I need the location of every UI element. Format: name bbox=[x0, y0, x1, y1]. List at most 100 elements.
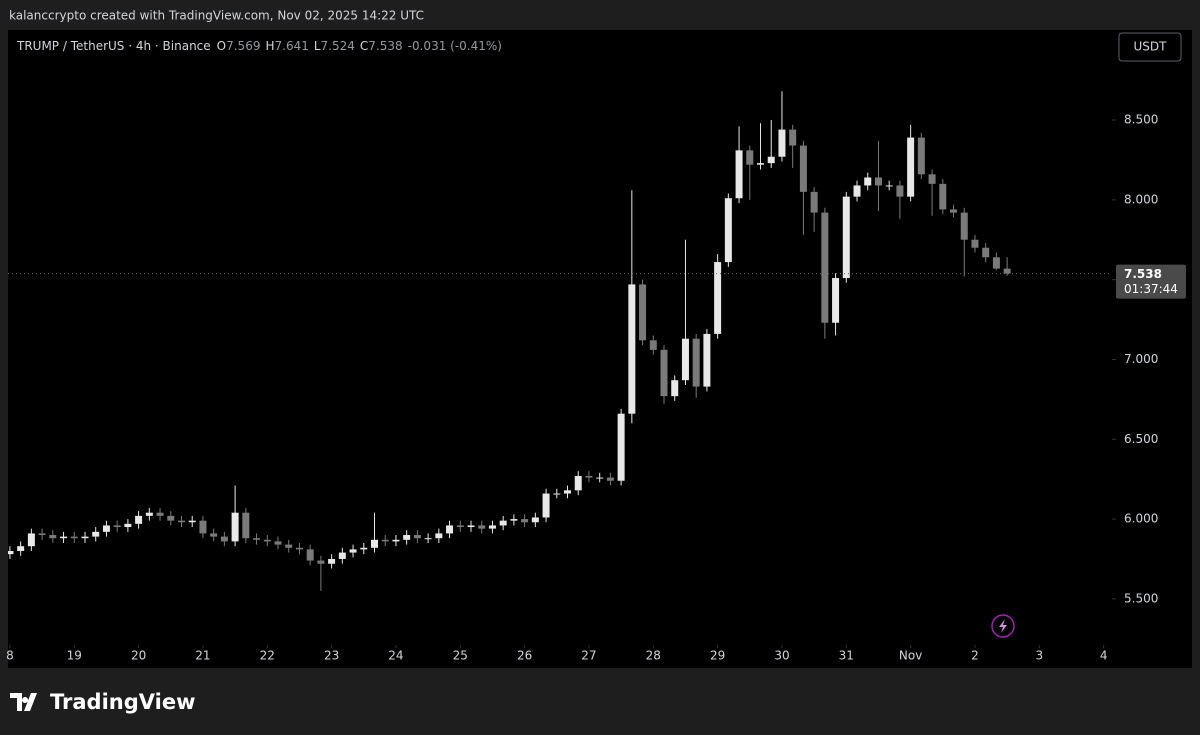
candle-body bbox=[1003, 268, 1011, 274]
candle-body bbox=[113, 525, 121, 528]
candle-body bbox=[939, 183, 947, 210]
ohlc-value: 7.524 bbox=[321, 39, 355, 53]
candle-body bbox=[542, 493, 550, 518]
plot bbox=[8, 91, 1112, 591]
candle-body bbox=[177, 520, 185, 523]
candle-body bbox=[810, 191, 818, 213]
candle-body bbox=[38, 533, 46, 536]
change: -0.031 (-0.41%) bbox=[408, 39, 502, 53]
candle-body bbox=[8, 550, 14, 555]
candle-body bbox=[885, 185, 893, 187]
x-tick-label: 3 bbox=[1035, 649, 1043, 663]
candle-body bbox=[60, 536, 68, 539]
candle-body bbox=[874, 177, 882, 186]
candle-body bbox=[767, 156, 775, 164]
x-tick-label: 20 bbox=[131, 649, 146, 663]
x-tick-label: 8 bbox=[6, 649, 14, 663]
candle-body bbox=[360, 547, 368, 550]
candle-body bbox=[381, 539, 389, 542]
x-tick-label: 4 bbox=[1100, 649, 1108, 663]
x-tick-label: 28 bbox=[646, 649, 661, 663]
candle-body bbox=[757, 163, 765, 165]
candle-body bbox=[574, 475, 582, 491]
symbol-title: TRUMP / TetherUS · 4h · Binance bbox=[16, 39, 211, 53]
x-tick-label: 29 bbox=[710, 649, 725, 663]
y-tick-label: 8.500 bbox=[1124, 113, 1158, 127]
candle-body bbox=[596, 477, 604, 479]
y-tick-label: 5.500 bbox=[1124, 591, 1158, 605]
x-tick-label: 23 bbox=[324, 649, 339, 663]
candle-body bbox=[156, 512, 164, 516]
watermark: kalanccrypto created with TradingView.co… bbox=[9, 9, 424, 23]
candle-body bbox=[306, 549, 314, 561]
ohlc-value: 7.569 bbox=[226, 39, 260, 53]
candle-body bbox=[821, 212, 829, 323]
candle-body bbox=[317, 560, 325, 564]
candle-body bbox=[81, 536, 89, 539]
candle-body bbox=[145, 512, 153, 516]
candle-body bbox=[92, 531, 100, 537]
candle-body bbox=[649, 340, 657, 350]
candle-body bbox=[617, 413, 625, 481]
x-tick-label: 21 bbox=[195, 649, 210, 663]
logo: TradingView bbox=[10, 690, 195, 714]
candle-body bbox=[510, 519, 518, 521]
candle-body bbox=[499, 520, 507, 526]
x-tick-label: 27 bbox=[581, 649, 596, 663]
candle-body bbox=[17, 546, 25, 551]
currency-button[interactable] bbox=[1118, 32, 1182, 62]
x-tick-label: 24 bbox=[388, 649, 403, 663]
x-tick-label: 2 bbox=[971, 649, 979, 663]
candle-body bbox=[263, 539, 271, 542]
candle-body bbox=[692, 338, 700, 387]
y-tick-label: 6.000 bbox=[1124, 512, 1158, 526]
candle-body bbox=[971, 239, 979, 248]
candle-body bbox=[907, 137, 915, 197]
alert-bolt bbox=[999, 619, 1007, 633]
candle-body bbox=[853, 185, 861, 197]
countdown-label: 01:37:44 bbox=[1124, 282, 1178, 296]
x-tick-label: 31 bbox=[839, 649, 854, 663]
candle-body bbox=[832, 278, 840, 323]
candle-body bbox=[274, 541, 282, 545]
candle-body bbox=[135, 515, 143, 524]
candle-body bbox=[789, 129, 797, 146]
candle-body bbox=[285, 544, 293, 548]
candle-body bbox=[531, 517, 539, 523]
candle-body bbox=[660, 349, 668, 397]
candle-body bbox=[521, 519, 529, 523]
candle-body bbox=[960, 212, 968, 240]
x-tick-label: 26 bbox=[517, 649, 532, 663]
candle-body bbox=[403, 535, 411, 540]
candle-body bbox=[842, 196, 850, 279]
symbol-legend: TRUMP / TetherUS · 4h · Binance O7.569 H7.… bbox=[16, 39, 502, 53]
candle-body bbox=[735, 150, 743, 199]
candle-body bbox=[896, 185, 904, 197]
candle-body bbox=[724, 198, 732, 263]
candle-body bbox=[864, 177, 872, 186]
candle-body bbox=[27, 533, 35, 547]
ohlc-value: 7.641 bbox=[275, 39, 309, 53]
currency-label[interactable]: USDT bbox=[1134, 40, 1168, 54]
candle-body bbox=[167, 515, 175, 521]
brand: TradingView bbox=[50, 690, 195, 714]
candle-body bbox=[102, 525, 110, 532]
candle-body bbox=[371, 539, 379, 548]
last-price-box bbox=[1116, 264, 1186, 299]
alert-icon[interactable] bbox=[991, 614, 1015, 638]
candle-body bbox=[220, 536, 228, 542]
candle-body bbox=[564, 490, 572, 494]
candle-body bbox=[435, 533, 443, 539]
candle-body bbox=[992, 257, 1000, 269]
x-tick-label: 22 bbox=[260, 649, 275, 663]
candle-body bbox=[328, 558, 336, 564]
candle-body bbox=[242, 512, 250, 539]
candle-body bbox=[799, 145, 807, 192]
candle-body bbox=[424, 538, 432, 540]
candle-body bbox=[467, 525, 475, 528]
candle-body bbox=[199, 520, 207, 534]
candle-body bbox=[188, 520, 196, 523]
candle-body bbox=[210, 533, 218, 537]
x-tick-label: 19 bbox=[67, 649, 82, 663]
